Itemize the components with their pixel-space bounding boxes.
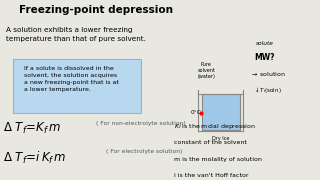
Text: m is the molality of solution: m is the molality of solution	[174, 157, 262, 162]
Text: i is the van't Hoff factor: i is the van't Hoff factor	[174, 173, 249, 178]
Text: ( For non-electrolyte solution): ( For non-electrolyte solution)	[96, 121, 186, 126]
Text: ( For electrolyte solution): ( For electrolyte solution)	[106, 149, 182, 154]
Text: $\Delta\ T_f\!=\!K_f\,m$: $\Delta\ T_f\!=\!K_f\,m$	[3, 121, 61, 136]
Text: If a solute is dissolved in the
solvent, the solution acquires
a new freezing-po: If a solute is dissolved in the solvent,…	[24, 66, 119, 92]
Text: A solution exhibits a lower freezing
temperature than that of pure solvent.: A solution exhibits a lower freezing tem…	[6, 27, 146, 42]
Text: 0°C: 0°C	[190, 110, 201, 115]
Text: $K_f$ is the molal depression: $K_f$ is the molal depression	[174, 122, 256, 131]
FancyBboxPatch shape	[13, 59, 141, 113]
Text: $\rightarrow$ solution: $\rightarrow$ solution	[250, 70, 285, 78]
Text: Pure
solvent
(water): Pure solvent (water)	[197, 62, 215, 79]
FancyBboxPatch shape	[202, 94, 240, 130]
Text: Freezing-point depression: Freezing-point depression	[19, 5, 173, 15]
Text: Dry Ice: Dry Ice	[212, 136, 229, 141]
Text: solute: solute	[256, 41, 274, 46]
Text: $\downarrow T_f$(soln): $\downarrow T_f$(soln)	[253, 85, 282, 95]
Text: constant of the solvent: constant of the solvent	[174, 140, 247, 145]
Text: $\Delta\ T_f\!=\!i\,K_f\,m$: $\Delta\ T_f\!=\!i\,K_f\,m$	[3, 149, 67, 165]
Text: MW?: MW?	[254, 53, 275, 62]
